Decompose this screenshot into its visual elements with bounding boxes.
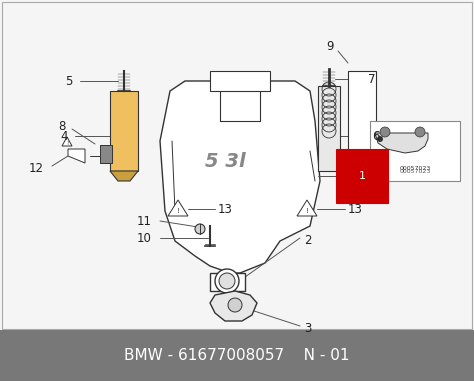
Text: 2: 2	[304, 234, 311, 247]
Circle shape	[195, 224, 205, 234]
Bar	[0, 330, 474, 381]
Bar	[371, 168, 459, 180]
Circle shape	[215, 269, 239, 293]
Polygon shape	[375, 133, 428, 153]
Text: 13: 13	[218, 202, 233, 216]
Text: 8: 8	[58, 120, 66, 133]
Text: 3: 3	[304, 322, 311, 335]
Bar	[100, 145, 112, 163]
Polygon shape	[210, 291, 257, 321]
Circle shape	[228, 298, 242, 312]
Polygon shape	[160, 81, 320, 273]
Text: !: !	[306, 208, 309, 214]
Polygon shape	[62, 137, 72, 146]
Text: BMW - 61677008057    N - 01: BMW - 61677008057 N - 01	[124, 348, 350, 363]
Circle shape	[219, 273, 235, 289]
Bar	[348, 71, 376, 161]
Text: 00057023: 00057023	[399, 166, 431, 171]
Polygon shape	[210, 71, 270, 91]
Circle shape	[377, 136, 383, 142]
Text: 12: 12	[29, 162, 44, 174]
Circle shape	[380, 127, 390, 137]
Polygon shape	[210, 273, 245, 291]
Text: !: !	[66, 141, 68, 146]
Text: !: !	[176, 208, 180, 214]
Polygon shape	[297, 200, 317, 216]
Text: 5 3l: 5 3l	[205, 152, 246, 171]
Text: 5: 5	[65, 75, 73, 88]
Text: 10: 10	[137, 232, 152, 245]
Text: 11: 11	[137, 215, 152, 227]
Bar	[370, 121, 460, 181]
Text: 9: 9	[326, 40, 334, 53]
Polygon shape	[168, 200, 188, 216]
Bar	[318, 86, 340, 171]
Text: 1: 1	[358, 171, 365, 181]
Bar	[110, 91, 138, 171]
Text: 7: 7	[368, 72, 375, 85]
Text: 4: 4	[61, 130, 68, 142]
Circle shape	[415, 127, 425, 137]
Text: 00057023: 00057023	[399, 169, 431, 174]
Polygon shape	[68, 149, 85, 163]
Bar	[2, 2, 472, 328]
Text: 13: 13	[348, 202, 363, 216]
Text: 6: 6	[372, 130, 380, 142]
Polygon shape	[110, 171, 138, 181]
